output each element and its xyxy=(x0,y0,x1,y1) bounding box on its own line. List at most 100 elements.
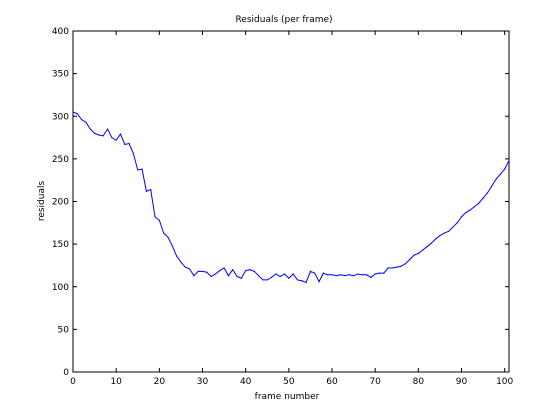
data-point xyxy=(206,271,208,273)
data-point xyxy=(478,202,480,204)
data-point xyxy=(482,197,484,199)
data-point xyxy=(76,113,78,115)
data-point xyxy=(93,132,96,134)
data-point xyxy=(422,249,424,251)
data-point xyxy=(305,281,307,284)
data-point xyxy=(391,267,394,269)
data-point xyxy=(400,265,402,267)
y-axis: 0 50 100 150 200 250 300 350 400 xyxy=(52,27,509,378)
data-point xyxy=(288,277,290,279)
data-point xyxy=(443,232,445,234)
data-point xyxy=(327,274,329,276)
data-point xyxy=(137,169,139,171)
data-point xyxy=(452,226,454,228)
data-point xyxy=(426,246,428,248)
data-point xyxy=(396,266,398,268)
data-point xyxy=(469,209,471,211)
y-tick-label: 250 xyxy=(52,155,69,165)
x-tick-label: 90 xyxy=(456,377,468,387)
y-tick-label: 350 xyxy=(52,70,69,80)
data-point xyxy=(275,273,277,275)
data-point xyxy=(374,273,376,275)
data-point xyxy=(365,274,368,276)
data-point xyxy=(473,206,476,208)
y-tick-label: 300 xyxy=(52,112,69,122)
data-point xyxy=(348,274,350,276)
data-point xyxy=(439,235,441,237)
data-point xyxy=(188,268,191,270)
data-point xyxy=(119,133,122,135)
data-point xyxy=(335,275,337,277)
data-point xyxy=(89,128,91,130)
data-point xyxy=(145,190,147,192)
data-point xyxy=(132,153,135,155)
data-point xyxy=(344,275,346,277)
data-point xyxy=(111,136,113,139)
data-point xyxy=(227,275,230,277)
data-point xyxy=(435,238,437,240)
data-point xyxy=(141,168,143,170)
data-point xyxy=(176,255,178,257)
data-point xyxy=(370,276,372,278)
data-point xyxy=(491,185,493,187)
x-tick-label: 10 xyxy=(110,377,122,387)
data-point xyxy=(447,230,450,232)
data-point xyxy=(232,269,234,271)
data-point xyxy=(124,143,126,145)
y-tick-label: 100 xyxy=(52,283,69,293)
x-tick-label: 20 xyxy=(154,377,166,387)
data-point xyxy=(430,242,432,244)
data-point xyxy=(167,236,169,238)
data-point xyxy=(296,279,299,281)
data-point xyxy=(292,273,294,275)
y-tick-label: 50 xyxy=(58,325,70,335)
x-tick-label: 0 xyxy=(70,377,76,387)
data-point xyxy=(236,275,238,278)
data-point xyxy=(318,281,320,283)
chart-title: Residuals (per frame) xyxy=(235,15,332,25)
y-axis-label: residuals xyxy=(37,181,47,222)
data-point xyxy=(85,121,87,123)
x-tick-label: 100 xyxy=(496,377,513,387)
data-points xyxy=(72,111,510,284)
data-point xyxy=(171,245,173,247)
data-point xyxy=(266,279,268,281)
x-tick-label: 70 xyxy=(369,377,381,387)
data-point xyxy=(383,272,385,274)
data-point xyxy=(322,272,324,274)
x-tick-label: 60 xyxy=(326,377,338,387)
data-point xyxy=(219,269,221,272)
data-point xyxy=(404,263,406,265)
data-point xyxy=(201,270,204,273)
data-point xyxy=(106,128,109,130)
data-point xyxy=(495,178,497,180)
x-tick-label: 30 xyxy=(197,377,209,387)
data-point xyxy=(258,275,260,277)
data-point xyxy=(413,254,415,256)
data-point xyxy=(309,270,312,273)
data-point xyxy=(128,142,130,145)
x-axis-label: frame number xyxy=(255,392,320,402)
data-point xyxy=(314,272,316,274)
y-tick-label: 0 xyxy=(63,368,69,378)
data-point xyxy=(331,274,333,276)
data-point xyxy=(115,139,117,141)
data-point xyxy=(245,269,247,272)
data-point xyxy=(249,269,251,271)
series-line xyxy=(72,111,510,284)
data-point xyxy=(180,261,182,263)
data-point xyxy=(504,168,506,170)
data-point xyxy=(150,188,152,191)
data-point xyxy=(193,275,195,277)
data-point xyxy=(283,273,286,275)
data-point xyxy=(378,272,381,274)
data-point xyxy=(486,192,489,194)
data-point xyxy=(223,267,225,269)
data-point xyxy=(253,270,255,273)
data-point xyxy=(499,173,501,175)
x-tick-label: 50 xyxy=(283,377,295,387)
data-point xyxy=(163,232,165,234)
data-point xyxy=(361,274,363,276)
plot-area xyxy=(72,30,510,373)
